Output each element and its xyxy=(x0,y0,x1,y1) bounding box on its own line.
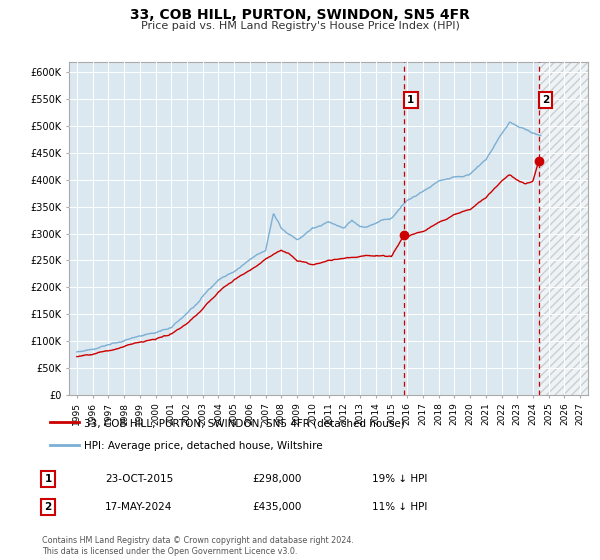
Text: 23-OCT-2015: 23-OCT-2015 xyxy=(105,474,173,484)
Text: 17-MAY-2024: 17-MAY-2024 xyxy=(105,502,172,512)
Text: 1: 1 xyxy=(44,474,52,484)
Bar xyxy=(539,62,588,395)
Text: 1: 1 xyxy=(407,95,415,105)
Text: HPI: Average price, detached house, Wiltshire: HPI: Average price, detached house, Wilt… xyxy=(84,441,323,451)
Bar xyxy=(539,62,588,395)
Text: £435,000: £435,000 xyxy=(252,502,301,512)
Text: £298,000: £298,000 xyxy=(252,474,301,484)
Text: Price paid vs. HM Land Registry's House Price Index (HPI): Price paid vs. HM Land Registry's House … xyxy=(140,21,460,31)
Text: 33, COB HILL, PURTON, SWINDON, SN5 4FR: 33, COB HILL, PURTON, SWINDON, SN5 4FR xyxy=(130,8,470,22)
Text: 11% ↓ HPI: 11% ↓ HPI xyxy=(372,502,427,512)
Text: Contains HM Land Registry data © Crown copyright and database right 2024.
This d: Contains HM Land Registry data © Crown c… xyxy=(42,536,354,556)
Text: 33, COB HILL, PURTON, SWINDON, SN5 4FR (detached house): 33, COB HILL, PURTON, SWINDON, SN5 4FR (… xyxy=(84,418,405,428)
Text: 2: 2 xyxy=(542,95,549,105)
Text: 2: 2 xyxy=(44,502,52,512)
Text: 19% ↓ HPI: 19% ↓ HPI xyxy=(372,474,427,484)
